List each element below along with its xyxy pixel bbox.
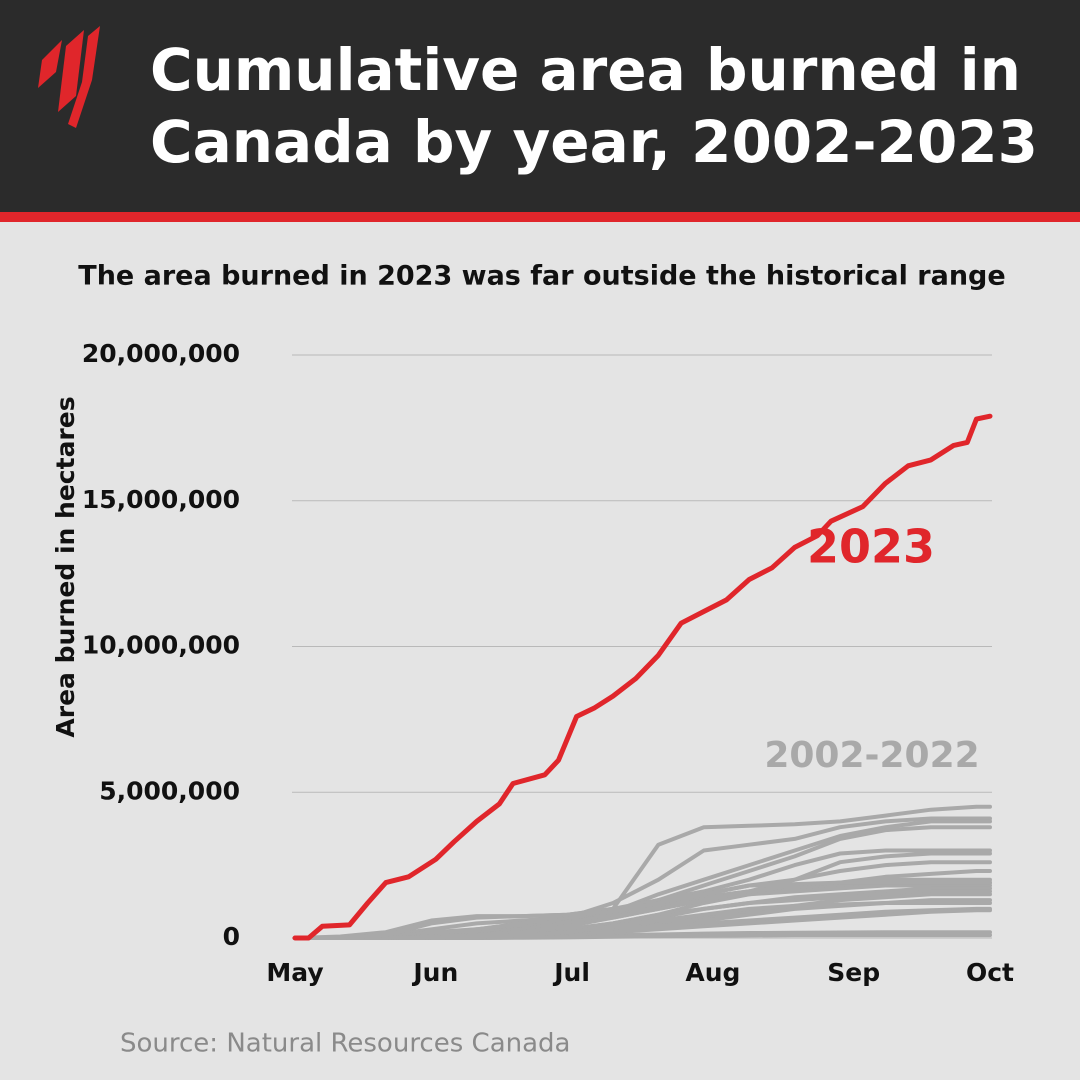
source: Source: Natural Resources Canada	[120, 1029, 570, 1059]
y-tick-label: 5,000,000	[99, 776, 240, 805]
series-line	[293, 848, 992, 940]
subtitle: The area burned in 2023 was far outside …	[78, 261, 1005, 292]
x-tick-label: Aug	[685, 958, 740, 987]
series-line	[293, 816, 992, 940]
y-axis-label: Area burned in hectares	[51, 396, 80, 737]
plot: 0 5,000,000 10,000,000 15,000,000 20,000,000…	[82, 339, 1014, 987]
group-label: 2002-2022	[764, 735, 979, 776]
y-tick-label: 0	[223, 922, 240, 951]
series-line	[293, 880, 992, 940]
x-tick-label: Jul	[552, 958, 590, 987]
chart-title: Canada by year, 2002-2023	[150, 108, 1038, 176]
header	[0, 0, 1080, 212]
y-tick-label: 15,000,000	[82, 485, 240, 514]
series-label: 2023	[807, 520, 935, 574]
x-tick-label: Sep	[827, 958, 880, 987]
x-tick-label: Jun	[411, 958, 458, 987]
chart-title: Cumulative area burned in	[150, 36, 1021, 104]
y-tick-label: 20,000,000	[82, 339, 240, 368]
series-line	[292, 413, 993, 941]
logo-part	[58, 30, 84, 112]
logo-part	[68, 26, 100, 128]
x-tick-label: Oct	[966, 958, 1014, 987]
series-line	[293, 901, 992, 940]
logo-part	[38, 40, 62, 88]
y-tick-label: 10,000,000	[82, 631, 240, 660]
header-stripe	[0, 212, 1080, 222]
series-line	[293, 804, 992, 940]
x-tick-label: May	[266, 958, 323, 987]
logo	[38, 26, 100, 128]
